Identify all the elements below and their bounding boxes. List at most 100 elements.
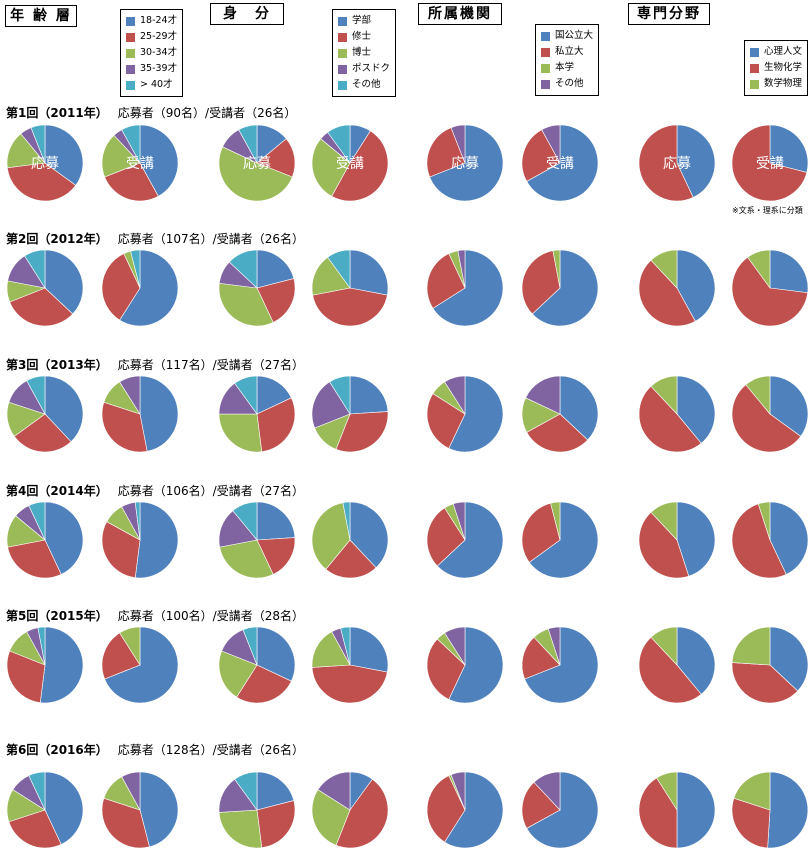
- pie-slice: [650, 375, 678, 415]
- count-label: 応募者（106名）/受講者（27名）: [117, 484, 304, 498]
- legend-swatch: [541, 79, 550, 89]
- legend-entry: その他: [338, 77, 390, 93]
- pie-slice: [327, 249, 351, 289]
- pie-slice: [731, 662, 799, 704]
- pie-slice: [521, 502, 561, 563]
- legend-label: ポスドク: [352, 63, 391, 74]
- pie-slice: [218, 282, 274, 327]
- pie-slice: [650, 626, 678, 666]
- legend-affiliation: 国公立大私立大本学 その他: [535, 24, 600, 96]
- legend-swatch: [338, 32, 347, 42]
- pie-slice: [731, 256, 809, 327]
- pie-slice: [731, 384, 802, 453]
- pie-slice: [638, 636, 702, 704]
- pie-slice: [256, 771, 295, 811]
- pie-slice: [24, 249, 46, 290]
- legend-entry: 学部: [338, 13, 390, 29]
- pie-slice: [550, 501, 561, 541]
- pie-slice: [329, 375, 351, 416]
- pie-slice: [6, 650, 46, 704]
- pie-slice: [349, 249, 389, 296]
- legend-entry: 国公立大: [541, 28, 593, 44]
- pie-slice: [101, 253, 141, 321]
- pie-slice: [541, 124, 561, 164]
- legend-label: 国公立大: [555, 30, 594, 41]
- pie-slice: [521, 250, 561, 315]
- pie-slice: [101, 521, 141, 579]
- pie-slice: [139, 771, 179, 848]
- pie-slice: [13, 413, 72, 453]
- pie-slice: [134, 501, 179, 579]
- legend-entry: その他: [541, 76, 593, 92]
- legend-entry: 30-34才: [126, 45, 177, 61]
- pie-slice: [101, 401, 148, 453]
- legend-swatch: [338, 16, 347, 26]
- round-label: 第4回（2014年）: [6, 484, 108, 498]
- pie-slice: [349, 501, 389, 569]
- pie-slice: [676, 124, 716, 198]
- legend-age: 18-24才 25-29才 30-34才 35-39才 > 40才: [120, 9, 184, 97]
- count-label: 応募者（117名）/受講者（27名）: [117, 358, 304, 372]
- pie-slice: [349, 626, 389, 673]
- pie-slice: [450, 124, 466, 164]
- pie-slice: [228, 249, 258, 289]
- pie-slice: [26, 375, 46, 415]
- pie-slice: [218, 146, 293, 202]
- pie-slice: [733, 771, 771, 811]
- row-title-5: 第5回（2015年） 応募者（100名）/受講者（28名）: [6, 607, 304, 624]
- pie-slice: [119, 375, 141, 416]
- legend-swatch: [338, 48, 347, 58]
- pie-slice: [256, 397, 296, 453]
- pie-slice: [521, 781, 561, 829]
- pie-slice: [238, 124, 258, 164]
- round-label: 第1回（2011年）: [6, 106, 108, 120]
- legend-entry: 本学: [541, 60, 593, 76]
- pie-slice: [219, 539, 274, 579]
- pie-slice: [638, 259, 696, 327]
- pie-slice: [119, 249, 179, 327]
- pie-slice: [526, 413, 589, 453]
- pie-slice: [104, 162, 159, 202]
- row-title-3: 第3回（2013年） 応募者（117名）/受講者（27名）: [6, 356, 304, 373]
- pie-slice: [335, 411, 389, 453]
- legend-label: > 40才: [140, 79, 173, 90]
- round-label: 第6回（2016年）: [6, 743, 108, 757]
- legend-label: 私立大: [555, 46, 584, 57]
- legend-label: 心理人文: [764, 46, 803, 57]
- legend-label: 18-24才: [140, 15, 178, 26]
- count-label: 応募者（100名）/受講者（28名）: [117, 609, 304, 623]
- pie-slice: [448, 375, 504, 453]
- pie-slice: [256, 800, 296, 849]
- legend-entry: 私立大: [541, 44, 593, 60]
- pie-slice: [638, 511, 690, 579]
- pie-slice: [234, 375, 258, 415]
- count-label: 応募者（90名）/受講者（26名）: [117, 106, 297, 120]
- legend-entry: 数学物理: [750, 76, 802, 92]
- legend-label: 修士: [352, 31, 372, 42]
- header-affiliation: 所属機関: [418, 3, 502, 25]
- pie-slice: [218, 809, 263, 849]
- legend-swatch: [126, 48, 135, 58]
- legend-entry: 心理人文: [750, 44, 802, 60]
- pie-slice: [139, 375, 179, 452]
- pie-slice: [650, 249, 678, 289]
- pie-slice: [130, 249, 141, 289]
- pie-slice: [101, 134, 141, 178]
- pie-slice: [426, 638, 466, 700]
- pie-slice: [119, 626, 141, 667]
- pie-slice: [528, 501, 599, 579]
- pie-slice: [311, 138, 351, 197]
- pie-slice: [256, 278, 296, 323]
- pie-slice: [525, 375, 561, 415]
- legend-label: 30-34才: [140, 47, 178, 58]
- round-label: 第3回（2013年）: [6, 358, 108, 372]
- legend-swatch: [338, 80, 347, 90]
- row-title-4: 第4回（2014年） 応募者（106名）/受講者（27名）: [6, 482, 304, 499]
- pie-slice: [769, 375, 809, 437]
- pie-slice: [242, 626, 258, 666]
- pie-slice: [526, 124, 599, 202]
- pie-slice: [349, 375, 389, 415]
- count-label: 応募者（107名）/受講者（26名）: [117, 232, 304, 246]
- legend-swatch: [126, 64, 135, 74]
